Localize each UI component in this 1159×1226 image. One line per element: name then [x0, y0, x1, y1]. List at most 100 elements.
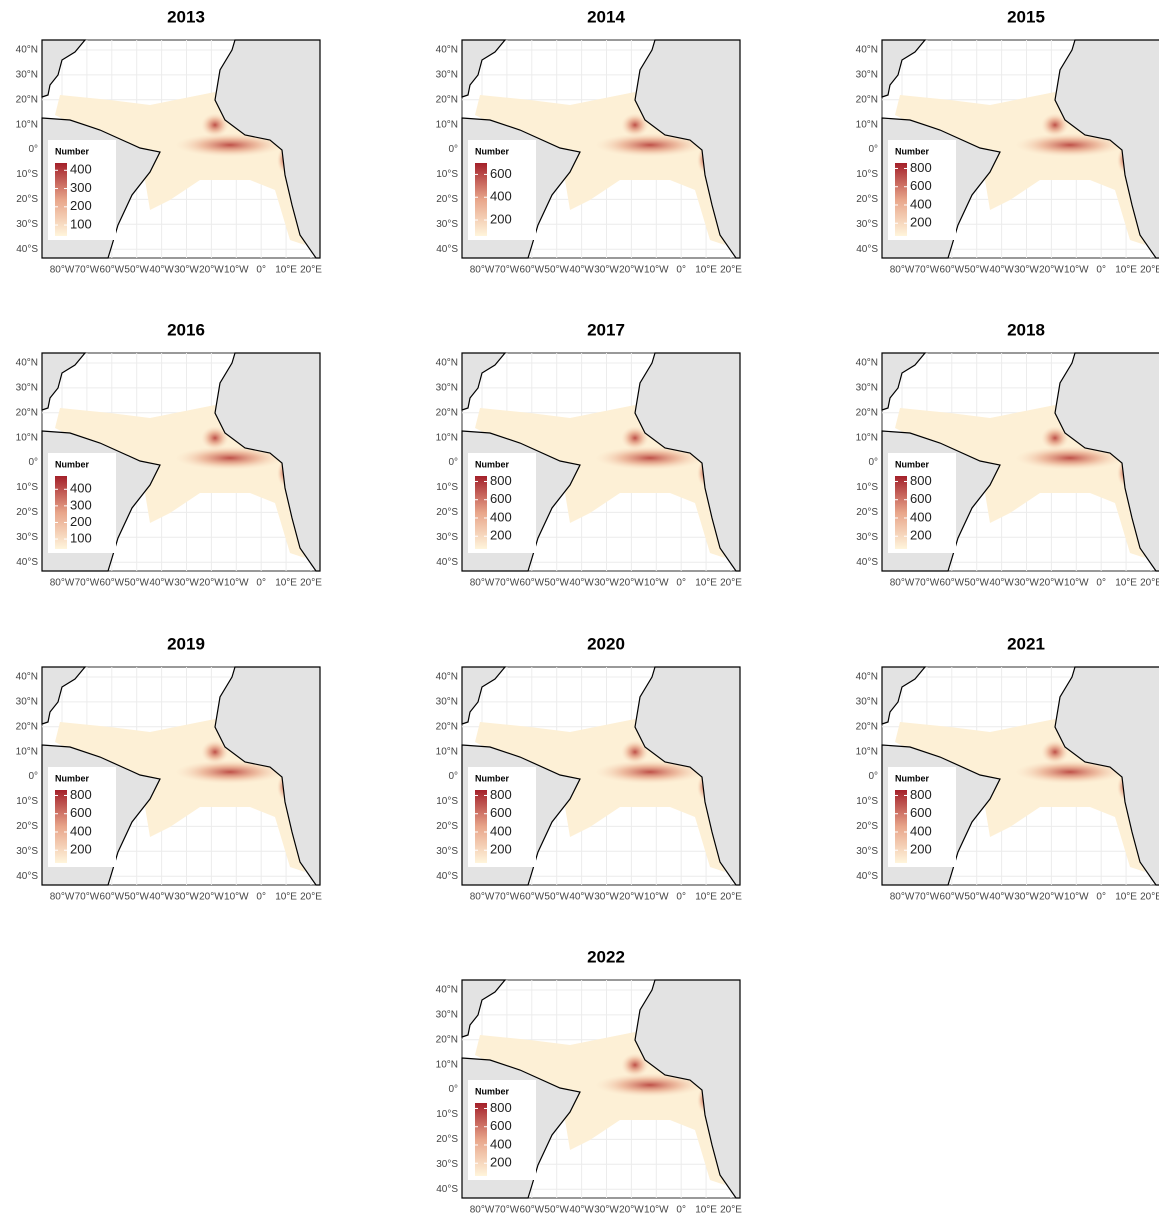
density-hotspot: [201, 740, 229, 764]
y-tick-label: 30°S: [436, 846, 458, 857]
x-tick-label: 40°W: [569, 1205, 594, 1216]
density-hotspot: [175, 133, 285, 157]
x-tick-label: 0°: [676, 578, 686, 589]
colorbar-label: 200: [70, 198, 92, 213]
y-tick-label: 40°S: [436, 871, 458, 882]
x-tick-label: 20°W: [1039, 265, 1064, 276]
x-tick-label: 60°W: [520, 265, 545, 276]
colorbar-label: 400: [70, 162, 92, 177]
panel-title: 2022: [587, 947, 625, 966]
x-tick-label: 20°W: [619, 1205, 644, 1216]
y-tick-label: 10°N: [436, 746, 458, 757]
y-tick-label: 0°: [28, 144, 38, 155]
x-tick-label: 30°W: [594, 578, 619, 589]
north-america: [461, 979, 507, 1038]
x-tick-label: 30°W: [1014, 892, 1039, 903]
africa: [214, 352, 321, 572]
africa: [634, 979, 741, 1199]
colorbar-label: 400: [910, 509, 932, 524]
colorbar-label: 600: [910, 805, 932, 820]
y-tick-label: 0°: [868, 771, 878, 782]
map-panel: 2018 40°N 30°N 20°N 10°N 0° 10°S 20°S 30°S 40°S 80…: [856, 320, 1159, 589]
x-tick-label: 60°W: [100, 265, 125, 276]
x-tick-label: 10°E: [695, 265, 717, 276]
x-tick-label: 70°W: [75, 265, 100, 276]
y-tick-label: 30°N: [436, 1010, 458, 1021]
y-tick-label: 40°N: [856, 358, 878, 369]
x-tick-label: 0°: [676, 1205, 686, 1216]
x-tick-label: 20°E: [1140, 892, 1159, 903]
colorbar-label: 800: [910, 160, 932, 175]
x-tick-label: 30°W: [594, 892, 619, 903]
y-tick-label: 30°S: [856, 219, 878, 230]
x-tick-label: 20°E: [720, 1205, 742, 1216]
density-hotspot: [1015, 446, 1125, 470]
x-tick-label: 60°W: [520, 1205, 545, 1216]
y-tick-label: 30°S: [436, 532, 458, 543]
y-tick-label: 30°S: [16, 846, 38, 857]
panel-title: 2018: [1007, 320, 1045, 339]
y-tick-label: 0°: [28, 771, 38, 782]
y-tick-label: 40°S: [16, 244, 38, 255]
y-tick-label: 0°: [448, 1084, 458, 1095]
y-tick-label: 20°N: [16, 94, 38, 105]
x-tick-label: 30°W: [174, 578, 199, 589]
x-tick-label: 70°W: [75, 892, 100, 903]
x-tick-label: 80°W: [470, 892, 495, 903]
panel-title: 2020: [587, 634, 625, 653]
x-tick-label: 40°W: [989, 578, 1014, 589]
x-tick-label: 0°: [256, 578, 266, 589]
x-tick-label: 10°E: [695, 578, 717, 589]
density-hotspot: [595, 446, 705, 470]
y-tick-label: 0°: [868, 144, 878, 155]
legend-title: Number: [895, 146, 930, 156]
colorbar-label: 800: [490, 787, 512, 802]
y-tick-label: 40°N: [436, 672, 458, 683]
x-tick-label: 20°W: [619, 892, 644, 903]
x-tick-label: 80°W: [470, 578, 495, 589]
colorbar-label: 200: [490, 528, 512, 543]
colorbar-label: 600: [910, 491, 932, 506]
x-tick-label: 10°W: [224, 578, 249, 589]
colorbar-label: 100: [70, 530, 92, 545]
y-tick-label: 30°S: [436, 1159, 458, 1170]
x-tick-label: 50°W: [544, 1205, 569, 1216]
y-tick-label: 20°N: [856, 721, 878, 732]
density-hotspot: [1015, 133, 1125, 157]
map-panel: 2014 40°N 30°N 20°N 10°N 0° 10°S 20°S 30°S 40°S 80…: [436, 7, 743, 275]
density-hotspot: [595, 133, 705, 157]
colorbar-label: 800: [490, 1100, 512, 1115]
y-tick-label: 20°N: [436, 407, 458, 418]
colorbar: [475, 1103, 487, 1176]
colorbar: [55, 476, 67, 549]
y-tick-label: 30°N: [856, 697, 878, 708]
x-tick-label: 70°W: [495, 578, 520, 589]
density-hotspot: [201, 113, 229, 137]
x-tick-label: 70°W: [495, 265, 520, 276]
x-tick-label: 70°W: [915, 265, 940, 276]
y-tick-label: 20°S: [436, 507, 458, 518]
x-tick-label: 60°W: [940, 265, 965, 276]
y-tick-label: 30°N: [856, 383, 878, 394]
colorbar-label: 200: [910, 528, 932, 543]
y-tick-label: 30°S: [436, 219, 458, 230]
colorbar-label: 600: [490, 491, 512, 506]
x-tick-label: 40°W: [989, 892, 1014, 903]
density-hotspot: [1041, 113, 1069, 137]
y-tick-label: 10°S: [436, 169, 458, 180]
x-tick-label: 60°W: [100, 578, 125, 589]
y-tick-label: 10°S: [436, 796, 458, 807]
x-tick-label: 10°E: [695, 1205, 717, 1216]
y-tick-label: 40°S: [436, 244, 458, 255]
y-tick-label: 10°N: [856, 432, 878, 443]
x-tick-label: 80°W: [470, 265, 495, 276]
map-panel: 2021 40°N 30°N 20°N 10°N 0° 10°S 20°S 30°S 40°S 80…: [856, 634, 1159, 903]
x-tick-label: 30°W: [594, 265, 619, 276]
colorbar-label: 800: [70, 787, 92, 802]
map-panel: 2017 40°N 30°N 20°N 10°N 0° 10°S 20°S 30°S 40°S 80…: [436, 320, 743, 588]
x-tick-label: 80°W: [890, 265, 915, 276]
africa: [214, 666, 321, 886]
density-hotspot: [621, 426, 649, 450]
colorbar-label: 200: [910, 215, 932, 230]
